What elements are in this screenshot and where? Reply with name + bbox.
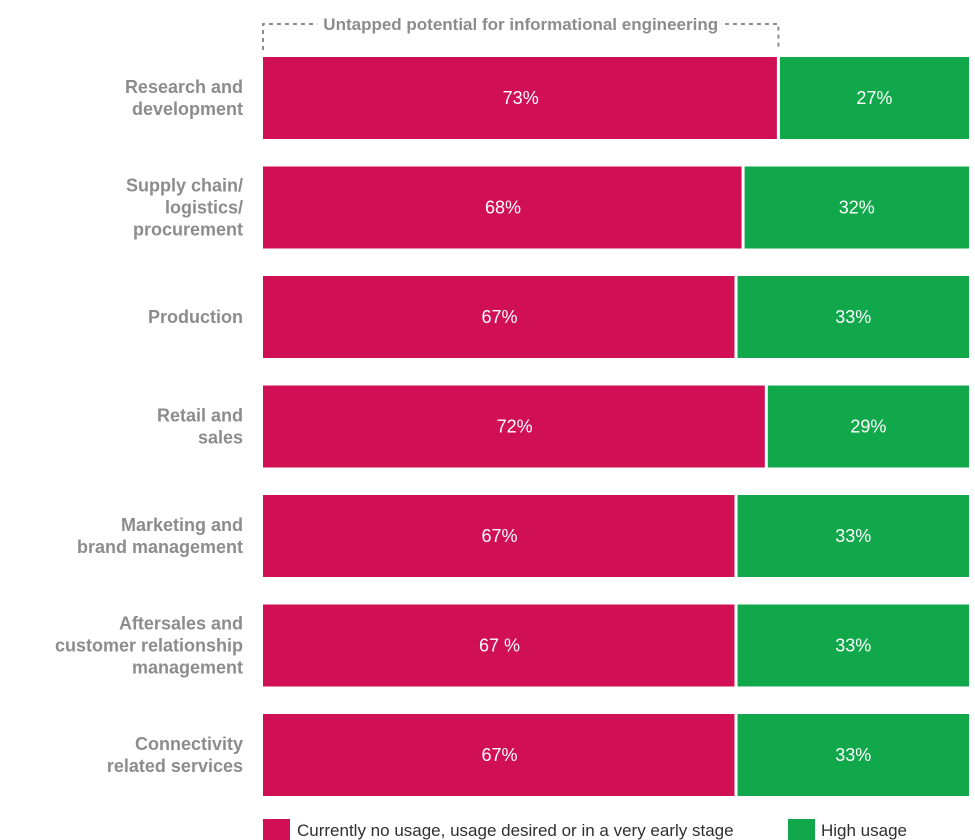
category-label: Marketing and brand management xyxy=(77,515,243,557)
bar-no-usage xyxy=(263,604,735,687)
bar-no-usage xyxy=(263,57,777,139)
category-label-line: sales xyxy=(198,428,243,448)
annotation-text: Untapped potential for informational eng… xyxy=(323,15,718,34)
category-label-line: Research and xyxy=(125,77,243,97)
data-label-no-usage: 67% xyxy=(481,307,517,327)
legend-label-no-usage: Currently no usage, usage desired or in … xyxy=(297,821,734,840)
category-label-line: Marketing and xyxy=(121,515,243,535)
category-label: Connectivity related services xyxy=(107,734,243,776)
bar-high-usage xyxy=(767,385,969,468)
data-label-high-usage: 32% xyxy=(839,198,875,218)
bar-high-usage xyxy=(737,714,969,796)
untapped-potential-annotation: Untapped potential for informational eng… xyxy=(262,15,780,50)
category-label-line: procurement xyxy=(133,220,243,240)
category-label-line: Retail and xyxy=(157,406,243,426)
category-label-line: Aftersales and xyxy=(119,614,243,634)
legend-label-high-usage: High usage xyxy=(821,821,907,840)
annotation-text-background xyxy=(317,20,725,28)
data-label-no-usage: 72% xyxy=(497,417,533,437)
category-label-line: development xyxy=(132,99,243,119)
bar-high-usage xyxy=(737,604,969,687)
category-label: Research and development xyxy=(125,77,243,119)
data-label-high-usage: 33% xyxy=(835,526,871,546)
legend: Currently no usage, usage desired or in … xyxy=(263,819,907,840)
data-label-high-usage: 27% xyxy=(856,88,892,108)
bar-high-usage xyxy=(779,57,969,139)
category-label: Production xyxy=(148,307,243,327)
category-label: Supply chain/logistics/procurement xyxy=(126,176,243,240)
bar-no-usage xyxy=(263,276,735,358)
category-label-line: logistics/ xyxy=(165,198,243,218)
legend-swatch-high-usage xyxy=(788,819,815,840)
data-label-no-usage: 67 % xyxy=(479,636,520,656)
bar-high-usage xyxy=(737,276,969,358)
legend-swatch-no-usage xyxy=(263,819,290,840)
data-label-no-usage: 67% xyxy=(481,745,517,765)
bar-no-usage xyxy=(263,166,742,249)
data-label-high-usage: 33% xyxy=(835,745,871,765)
bars-group: 73% 27% 68% 32% 67% 33% 72% 29% 67% 33% 67 % 33% 67%… xyxy=(263,57,969,796)
data-label-no-usage: 67% xyxy=(481,526,517,546)
category-label-line: customer relationship xyxy=(55,636,243,656)
data-label-no-usage: 73% xyxy=(503,88,539,108)
bar-no-usage xyxy=(263,714,735,796)
category-label-line: management xyxy=(132,658,243,678)
category-label-line: Connectivity xyxy=(135,734,243,754)
category-labels: Research and development Supply chain/logi… xyxy=(55,77,243,776)
bar-high-usage xyxy=(737,495,969,577)
bar-high-usage xyxy=(744,166,969,249)
bar-no-usage xyxy=(263,385,765,468)
bar-no-usage xyxy=(263,495,735,577)
category-label-line: Supply chain/ xyxy=(126,176,243,196)
category-label: Aftersales and customer relationship manag… xyxy=(55,614,243,678)
category-label: Retail and sales xyxy=(157,406,243,448)
data-label-no-usage: 68% xyxy=(485,198,521,218)
category-label-line: brand management xyxy=(77,537,243,557)
category-label-line: Production xyxy=(148,307,243,327)
data-label-high-usage: 33% xyxy=(835,636,871,656)
category-label-line: related services xyxy=(107,756,243,776)
data-label-high-usage: 29% xyxy=(850,417,886,437)
data-label-high-usage: 33% xyxy=(835,307,871,327)
